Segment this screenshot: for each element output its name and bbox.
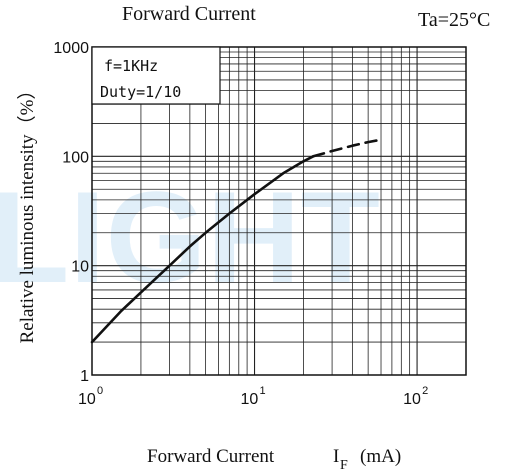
x-tick-label: 10 1 [241, 385, 266, 408]
series [90, 138, 383, 344]
x-tick-exponent: 2 [422, 385, 428, 397]
chart-title: Forward Current [122, 3, 256, 25]
annotation-duty: Duty=1/10 [100, 83, 181, 101]
y-tick-label: 10 [71, 259, 89, 276]
y-axis-label: Relative luminous intensity（%） [16, 81, 38, 344]
x-tick-exponent: 0 [97, 385, 103, 397]
series-line-dashed [312, 138, 383, 158]
annotation-frequency: f=1KHz [104, 57, 158, 75]
x-tick-label: 10 2 [403, 385, 428, 408]
x-tick-base: 10 [78, 391, 96, 408]
series-line-solid [90, 155, 315, 344]
y-tick-label: 1 [80, 368, 89, 385]
plot-frame [91, 46, 467, 376]
y-tick-label: 1000 [53, 40, 89, 57]
x-tick-label: 10 0 [78, 385, 103, 408]
x-axis-label: Forward Current I F (mA) [147, 446, 401, 470]
y-tick-labels: 1 10 100 1000 [53, 40, 89, 385]
annotation-frame [91, 46, 221, 105]
x-axis-label-unit: (mA) [360, 446, 401, 467]
x-tick-base: 10 [241, 391, 259, 408]
x-axis-label-symbol: I [333, 446, 339, 467]
x-tick-labels: 10 0 10 1 10 2 [78, 385, 428, 408]
y-tick-label: 100 [62, 149, 89, 166]
x-axis-label-subscript: F [340, 458, 348, 470]
x-tick-exponent: 1 [260, 385, 266, 397]
x-tick-base: 10 [403, 391, 421, 408]
condition-label: Ta=25°C [418, 9, 490, 31]
annotation-box: f=1KHz Duty=1/10 [91, 46, 221, 105]
x-axis-label-text: Forward Current [147, 446, 275, 467]
